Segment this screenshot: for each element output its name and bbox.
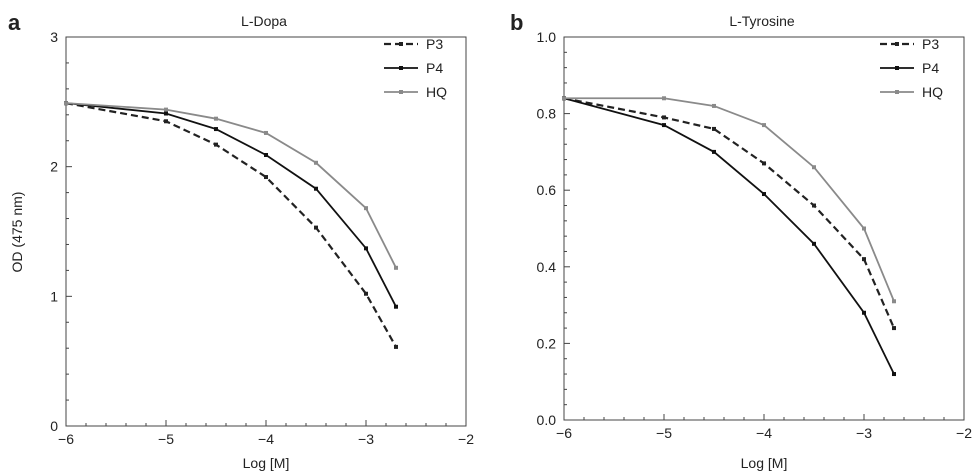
x-tick-label: −2 xyxy=(458,431,474,447)
panel-b: b L-Tyrosine Log [M] −6 −5 −4 −3 −2 0.0 0.2 0.4… xyxy=(510,10,972,471)
legend-marker-p3 xyxy=(895,42,899,46)
data-point-p4 xyxy=(364,246,368,251)
data-point-hq xyxy=(862,226,866,231)
data-point-p4 xyxy=(164,111,168,116)
panel-letter-a: a xyxy=(8,10,21,35)
data-point-hq xyxy=(394,265,398,270)
data-point-p4 xyxy=(314,186,318,191)
data-point-hq xyxy=(892,299,896,304)
data-point-p4 xyxy=(394,304,398,309)
series-line-p4 xyxy=(65,102,397,308)
legend-label-p3: P3 xyxy=(922,36,939,52)
data-point-hq xyxy=(164,107,168,112)
data-point-hq xyxy=(214,116,218,121)
data-point-p3 xyxy=(264,175,268,180)
data-point-hq xyxy=(812,165,816,170)
data-point-p3 xyxy=(892,326,896,331)
x-tick-label: −4 xyxy=(756,425,772,441)
chart-title-b: L-Tyrosine xyxy=(729,13,795,29)
data-point-hq xyxy=(562,96,566,101)
legend-marker-p3 xyxy=(399,42,403,46)
x-tick-label: −6 xyxy=(58,431,74,447)
x-tick-label: −5 xyxy=(656,425,672,441)
y-tick-label: 0.4 xyxy=(537,259,557,275)
y-tick-label: 0.2 xyxy=(537,335,557,351)
x-tick-label: −5 xyxy=(158,431,174,447)
legend-marker-p4 xyxy=(895,66,899,70)
data-point-p3 xyxy=(314,225,318,230)
data-point-p4 xyxy=(214,127,218,132)
y-tick-label: 3 xyxy=(50,29,58,45)
y-tick-label: 1 xyxy=(50,288,58,304)
data-point-p3 xyxy=(394,344,398,349)
legend-marker-hq xyxy=(399,90,403,94)
legend-label-hq: HQ xyxy=(922,84,943,100)
data-point-p3 xyxy=(364,291,368,296)
y-axis-label-a: OD (475 nm) xyxy=(9,192,25,273)
data-point-p3 xyxy=(762,161,766,166)
data-point-p3 xyxy=(164,119,168,124)
legend-label-p4: P4 xyxy=(426,60,443,76)
y-tick-label: 0.0 xyxy=(537,412,557,428)
data-point-p3 xyxy=(662,115,666,120)
data-point-hq xyxy=(364,206,368,211)
data-point-hq xyxy=(314,160,318,165)
data-point-p3 xyxy=(712,126,716,131)
data-point-hq xyxy=(712,103,716,108)
data-point-p3 xyxy=(214,142,218,147)
legend-marker-hq xyxy=(895,90,899,94)
chart-title-a: L-Dopa xyxy=(241,13,287,29)
data-point-hq xyxy=(662,96,666,101)
x-tick-label: −3 xyxy=(856,425,872,441)
data-point-p4 xyxy=(712,149,716,154)
x-tick-label: −2 xyxy=(956,425,972,441)
data-point-p4 xyxy=(812,241,816,246)
y-tick-label: 2 xyxy=(50,159,58,175)
y-tick-label: 0.6 xyxy=(537,182,557,198)
data-point-p4 xyxy=(892,372,896,377)
y-tick-label: 0 xyxy=(50,418,58,434)
data-point-p4 xyxy=(662,123,666,128)
data-point-p4 xyxy=(862,310,866,315)
legend-label-p3: P3 xyxy=(426,36,443,52)
plot-frame xyxy=(65,36,467,427)
x-axis-label-b: Log [M] xyxy=(741,455,788,471)
data-point-p3 xyxy=(862,257,866,262)
x-tick-label: −4 xyxy=(258,431,274,447)
y-tick-label: 0.8 xyxy=(537,106,557,122)
x-tick-label: −3 xyxy=(358,431,374,447)
data-point-p4 xyxy=(762,192,766,197)
panel-a: a L-Dopa Log [M] OD (475 nm) −6 −5 −4 −3 −2 0… xyxy=(8,10,474,471)
plot-frame xyxy=(563,36,965,421)
data-point-hq xyxy=(264,130,268,135)
series-line-hq xyxy=(65,102,397,269)
y-tick-label: 1.0 xyxy=(537,29,557,45)
data-point-p4 xyxy=(264,152,268,157)
data-point-hq xyxy=(762,123,766,128)
x-tick-label: −6 xyxy=(556,425,572,441)
data-point-p3 xyxy=(812,203,816,208)
series-line-p3 xyxy=(563,97,896,329)
x-axis-label-a: Log [M] xyxy=(243,455,290,471)
legend-marker-p4 xyxy=(399,66,403,70)
data-point-hq xyxy=(64,101,68,106)
legend-label-hq: HQ xyxy=(426,84,447,100)
legend-label-p4: P4 xyxy=(922,60,939,76)
series-line-hq xyxy=(564,97,895,302)
panel-letter-b: b xyxy=(510,10,523,35)
